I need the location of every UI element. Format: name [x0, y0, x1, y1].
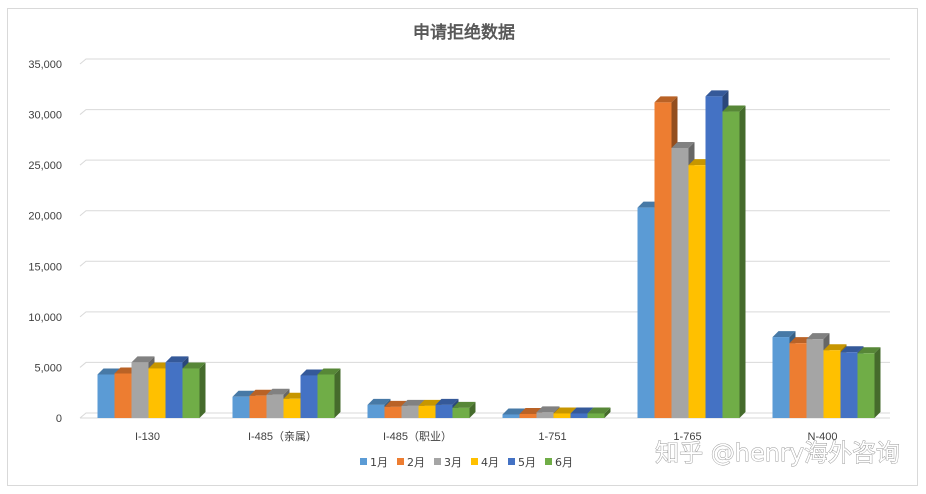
gridline: [79, 311, 890, 318]
legend-item: 2月: [397, 456, 425, 469]
gridline: [79, 361, 890, 368]
gridline: [79, 260, 890, 267]
y-tick-label: 30,000: [28, 110, 62, 122]
gridline: [79, 210, 890, 217]
legend-swatch: [434, 458, 441, 465]
legend-item: 3月: [434, 456, 462, 469]
bar-2-6: [317, 368, 341, 418]
gridline: [79, 159, 890, 166]
legend-label: 5月: [518, 456, 536, 469]
x-tick-label: I-485（亲属）: [248, 429, 317, 443]
y-tick-label: 20,000: [28, 211, 62, 223]
chart-title: 申请拒绝数据: [413, 22, 515, 43]
legend-label: 6月: [555, 456, 573, 469]
x-tick-label: I-130: [135, 431, 160, 443]
bar-6-6: [857, 347, 881, 418]
bar-1-6: [182, 362, 206, 418]
legend-label: 4月: [481, 456, 499, 469]
legend-item: 6月: [545, 456, 573, 469]
x-tick-label: I-485（职业）: [383, 430, 452, 443]
legend-swatch: [360, 458, 367, 465]
y-tick-label: 25,000: [28, 160, 62, 172]
x-tick-label: N-400: [808, 431, 838, 443]
x-tick-label: 1-765: [673, 431, 701, 443]
legend-swatch: [471, 458, 478, 465]
bars: [97, 90, 881, 418]
bar-3-6: [452, 401, 476, 418]
legend-item: 5月: [508, 456, 536, 469]
legend-item: 4月: [471, 456, 499, 469]
legend: 1月 2月 3月 4月 5月 6月: [360, 456, 573, 469]
y-tick-label: 0: [56, 413, 62, 425]
bar-3-3: [401, 399, 425, 418]
watermark: 知乎 @henry海外咨询: [655, 439, 900, 467]
gridlines: [79, 58, 890, 419]
legend-swatch: [508, 458, 515, 465]
legend-label: 1月: [370, 456, 388, 469]
gridline: [79, 58, 890, 65]
x-axis-ticks: I-130 I-485（亲属） I-485（职业） 1-751 1-765 N-400: [135, 429, 838, 443]
x-tick-label: 1-751: [538, 431, 566, 443]
bar-5-6: [722, 105, 746, 418]
gridline: [79, 109, 890, 115]
legend-label: 2月: [407, 456, 425, 469]
y-tick-label: 5,000: [34, 362, 62, 374]
y-tick-label: 15,000: [28, 261, 62, 273]
legend-swatch: [397, 458, 404, 465]
y-axis-ticks: 0 5,000 10,000 15,000 20,000 25,000 30,000 35,0…: [28, 59, 62, 425]
legend-item: 1月: [360, 456, 388, 469]
y-tick-label: 35,000: [28, 59, 62, 71]
legend-label: 3月: [444, 456, 462, 469]
y-tick-label: 10,000: [28, 312, 62, 324]
legend-swatch: [545, 458, 552, 465]
gridline: [79, 412, 890, 419]
bar-4-6: [587, 407, 611, 418]
